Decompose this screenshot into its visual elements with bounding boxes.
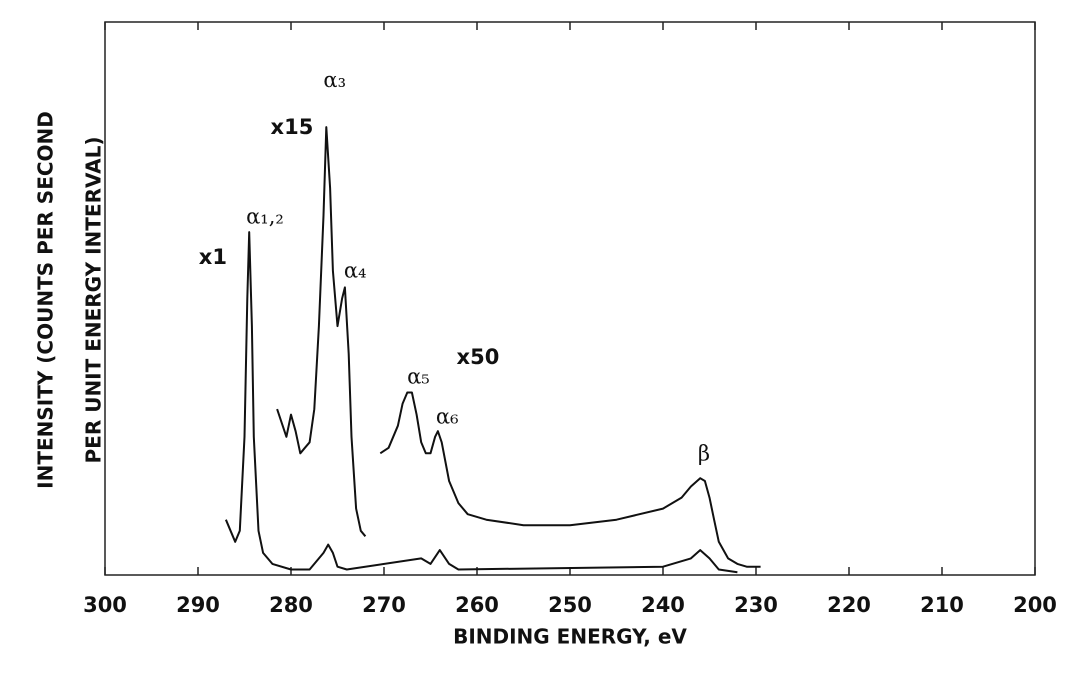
x-tick-label: 300 [83,593,127,617]
annotation: β [698,441,710,465]
x-tick-label: 210 [920,593,964,617]
x-tick-label: 200 [1013,593,1057,617]
annotation: α₄ [344,258,367,282]
x-tick-label: 290 [176,593,220,617]
spectrum-line [276,126,367,537]
x-axis-label: BINDING ENERGY, eV [453,625,687,649]
annotation: x15 [271,115,314,139]
x-tick-label: 280 [269,593,313,617]
x-tick-label: 270 [362,593,406,617]
annotation: α₁,₂ [246,204,284,228]
spectrum-line [379,391,761,568]
spectrum-line [224,231,738,574]
y-axis-label: INTENSITY (COUNTS PER SECOND [34,111,58,489]
x-tick-label: 230 [734,593,778,617]
annotation: α₃ [323,68,346,92]
x-tick-label: 240 [641,593,685,617]
annotation: α₅ [407,365,430,389]
plot-frame [104,21,1036,576]
x-tick-label: 250 [548,593,592,617]
x-tick-label: 220 [827,593,871,617]
annotation: α₆ [436,404,459,428]
annotation: x50 [457,345,500,369]
annotation: x1 [199,245,227,269]
x-tick-label: 260 [455,593,499,617]
y-axis-label: PER UNIT ENERGY INTERVAL) [82,137,106,464]
